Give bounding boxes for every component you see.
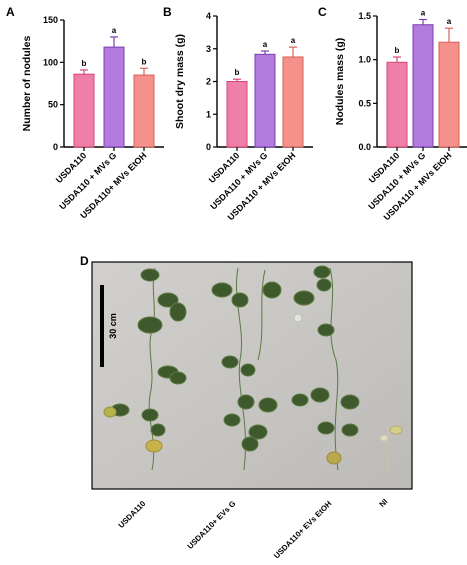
significance-label: a [291,36,296,45]
y-tick-label: 50 [48,100,58,110]
y-tick-label: 100 [43,57,58,67]
significance-label: b [235,68,240,77]
photo-label-usda110: USDA110 [117,499,148,530]
plant-usda110-evs-g [211,267,282,471]
plant-photo: 30 cm [91,261,413,490]
bar [73,73,95,148]
y-tick-label: 4 [206,11,211,21]
y-tick-label: 2 [206,77,211,87]
y-axis-label: Shoot dry mass (g) [174,34,186,129]
bar [386,61,408,148]
significance-label: a [447,17,452,26]
significance-label: b [395,46,400,55]
panel-label-b: B [163,5,172,19]
y-tick-label: 1.0 [358,55,371,65]
scale-bar-label: 30 cm [108,313,118,339]
y-axis-label: Nodules mass (g) [334,38,346,126]
bar [103,46,125,148]
significance-label: b [82,59,87,68]
bar [133,74,155,148]
y-tick-label: 0 [53,142,58,152]
photo-label-evs-g: USDA110+ EVs G [186,499,238,551]
y-tick-label: 0.0 [358,142,371,152]
panel-label-c: C [318,5,327,19]
photo-label-evs-etoh: USDA110+ EVs EtOH [272,499,334,561]
photo-label-ni: NI [378,497,390,509]
panel-label-d: D [80,254,89,268]
significance-label: a [112,26,117,35]
plant-usda110-evs-etoh [291,265,360,471]
scale-bar [100,285,104,367]
y-axis-label: Number of nodules [21,36,33,132]
y-tick-label: 1 [206,109,211,119]
bar [438,41,460,148]
panel-label-a: A [6,5,15,19]
bar [254,53,276,148]
y-tick-label: 150 [43,15,58,25]
plant-usda110 [103,267,187,471]
bar [412,24,434,148]
bar [226,81,248,148]
plant-ni [379,424,403,473]
y-tick-label: 0.5 [358,98,371,108]
significance-label: a [263,40,268,49]
category-label: USDA110 + MVs G [57,150,118,211]
y-tick-label: 1.5 [358,11,371,21]
significance-label: b [142,57,147,66]
bar [282,56,304,148]
y-tick-label: 0 [206,142,211,152]
significance-label: a [421,8,426,17]
y-tick-label: 3 [206,44,211,54]
